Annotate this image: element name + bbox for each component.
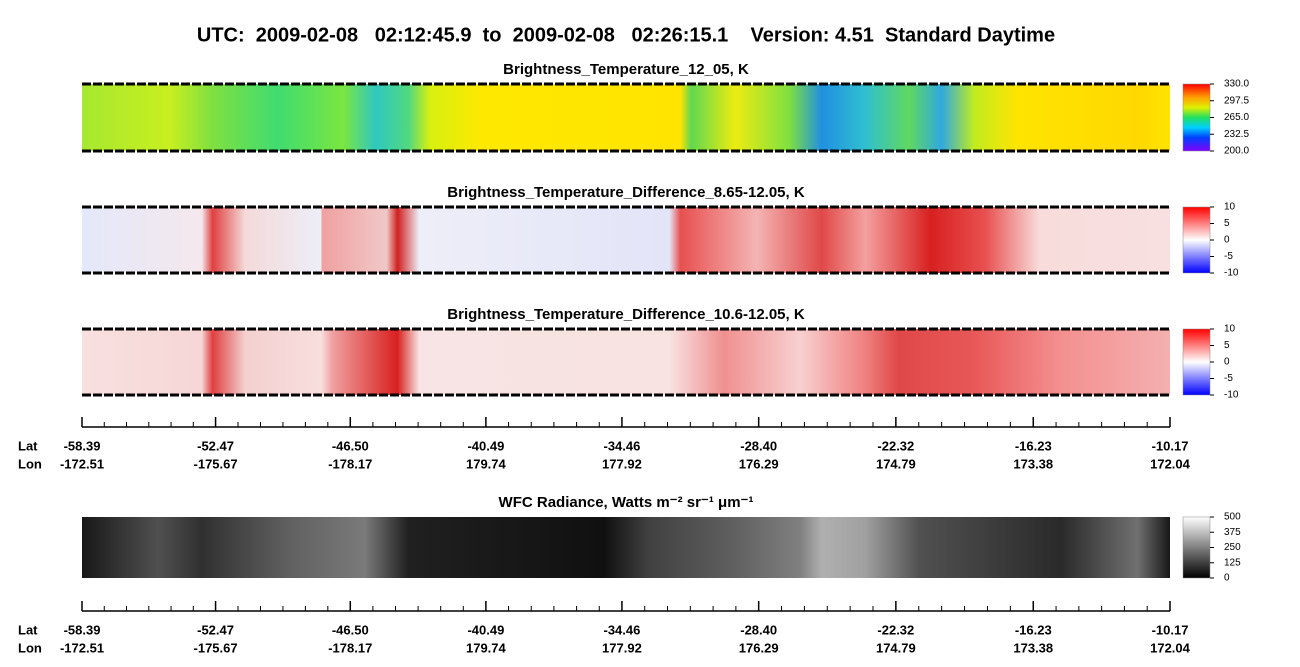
lat-tick-label: -40.49 [467,438,504,453]
lat-tick-label: -52.47 [197,622,234,637]
colorbar-tick-label: 0 [1224,573,1230,584]
colorbar [1182,328,1211,396]
heatmap-image [82,329,1170,395]
heatmap-image [82,517,1170,578]
panel-title: Brightness_Temperature_12_05, K [503,61,749,78]
colorbar-tick-label: 250 [1224,542,1241,553]
colorbar-tick-label: -10 [1224,390,1239,401]
colorbar-tick-label: 330.0 [1224,79,1249,90]
colorbar-tick-label: -5 [1224,373,1233,384]
axis-row-label: Lat [18,622,38,637]
lat-tick-label: -28.40 [740,622,777,637]
lon-tick-label: -172.51 [60,640,104,655]
lon-tick-label: -178.17 [328,456,372,471]
lon-tick-label: 179.74 [466,640,507,655]
colorbar-tick-label: 0 [1224,235,1230,246]
lon-tick-label: 179.74 [466,456,507,471]
colorbar-tick-label: 200.0 [1224,146,1249,157]
lon-tick-label: -175.67 [194,456,238,471]
panel-title: WFC Radiance, Watts m⁻² sr⁻¹ μm⁻¹ [499,494,754,511]
lat-tick-label: -10.17 [1152,438,1189,453]
lat-tick-label: -46.50 [332,438,369,453]
lat-tick-label: -34.46 [604,438,641,453]
colorbar-tick-label: 5 [1224,340,1230,351]
colorbar [1182,206,1211,274]
lat-tick-label: -22.32 [877,438,914,453]
colorbar [1182,516,1211,579]
lon-tick-label: 174.79 [876,456,916,471]
lon-tick-label: -178.17 [328,640,372,655]
lon-tick-label: 174.79 [876,640,916,655]
lon-tick-label: -175.67 [194,640,238,655]
colorbar [1182,83,1211,152]
colorbar-tick-label: -5 [1224,251,1233,262]
lat-tick-label: -34.46 [604,622,641,637]
lat-tick-label: -10.17 [1152,622,1189,637]
lon-tick-label: 172.04 [1150,456,1191,471]
colorbar-tick-label: 500 [1224,512,1241,523]
axis-row-label: Lon [18,456,42,471]
axis-row-label: Lat [18,438,38,453]
colorbar-tick-label: 10 [1224,324,1236,335]
axis-row-label: Lon [18,640,42,655]
panel-title: Brightness_Temperature_Difference_10.6-1… [447,306,805,323]
colorbar-tick-label: 375 [1224,527,1241,538]
lon-tick-label: 172.04 [1150,640,1191,655]
colorbar-tick-label: 0 [1224,357,1230,368]
lon-tick-label: 173.38 [1013,640,1053,655]
colorbar-tick-label: 125 [1224,557,1241,568]
lat-tick-label: -40.49 [467,622,504,637]
lat-tick-label: -22.32 [877,622,914,637]
colorbar-tick-label: 5 [1224,218,1230,229]
lat-tick-label: -52.47 [197,438,234,453]
lat-tick-label: -58.39 [64,438,101,453]
colorbar-tick-label: 232.5 [1224,129,1249,140]
lat-tick-label: -28.40 [740,438,777,453]
lon-tick-label: 177.92 [602,456,642,471]
colorbar-tick-label: 10 [1224,202,1236,213]
heatmap-image [82,84,1170,151]
heatmap-image [82,207,1170,273]
lon-tick-label: 176.29 [739,640,779,655]
lon-tick-label: -172.51 [60,456,104,471]
colorbar-tick-label: 297.5 [1224,95,1249,106]
lon-tick-label: 177.92 [602,640,642,655]
colorbar-tick-label: 265.0 [1224,112,1249,123]
colorbar-tick-label: -10 [1224,268,1239,279]
lat-tick-label: -16.23 [1015,438,1052,453]
lon-tick-label: 176.29 [739,456,779,471]
panel-title: Brightness_Temperature_Difference_8.65-1… [447,184,805,201]
lon-tick-label: 173.38 [1013,456,1053,471]
lat-tick-label: -46.50 [332,622,369,637]
lat-tick-label: -58.39 [64,622,101,637]
lat-tick-label: -16.23 [1015,622,1052,637]
figure-title: UTC: 2009-02-08 02:12:45.9 to 2009-02-08… [197,24,1055,46]
